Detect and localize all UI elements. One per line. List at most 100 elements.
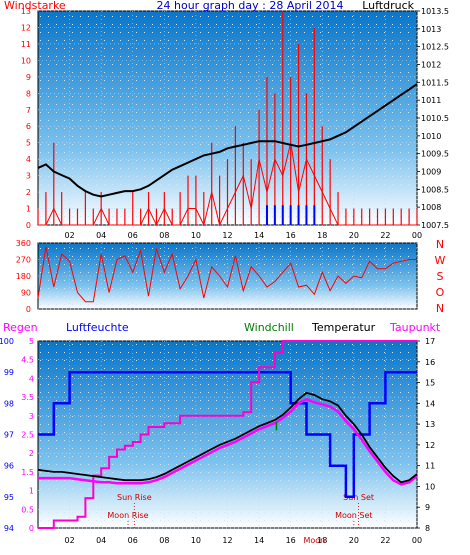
temperature-line [37,391,418,484]
temperature-tick-label: 10 [425,482,435,491]
rain-tick-label: 1 [29,487,34,496]
x-tick-label: 06 [128,536,138,545]
rain-tick-label: 0.5 [21,505,34,514]
pressure-tick-label: 1009 [421,168,441,177]
dewpoint-line [38,397,418,486]
pressure-tick-label: 1009.5 [421,150,449,159]
pressure-tick-label: 1008.5 [421,185,449,194]
pressure-tick-label: 1007.5 [421,221,449,230]
temperature-tick-label: 11 [425,462,435,471]
x-tick-label: 04 [96,231,106,240]
pressure-tick-label: 1012.5 [421,43,449,52]
compass-label: N [436,302,444,315]
direction-tick-label: 90 [21,289,31,298]
x-tick-label: 02 [64,231,74,240]
x-tick-label: 22 [380,536,390,545]
x-tick-label: 12 [222,536,232,545]
wind-line [38,142,417,227]
humidity-tick-label: 95 [4,493,14,502]
wind-tick-label: 2 [26,188,31,197]
annotation-label: Sun Set [343,493,374,502]
wind-tick-label: 4 [26,155,31,164]
humidity-tick-label: 94 [4,524,14,533]
rain-tick-label: 3 [29,412,34,421]
humidity-tick-label: 98 [4,399,14,408]
pressure-tick-label: 1008 [421,203,441,212]
pressure-tick-label: 1013.5 [421,7,449,16]
x-tick-label: 00 [412,231,422,240]
compass-label: W [435,254,446,267]
rain-tick-label: 5 [29,337,34,346]
annotation-label: Moon Rise [107,511,148,520]
x-tick-label: 12 [222,231,232,240]
gust-marker [289,205,292,225]
wind-tick-label: 1 [26,205,31,214]
compass-label: O [436,286,445,299]
x-tick-label: 18 [317,536,327,545]
legend-dewpoint: Taupunkt [389,321,441,334]
compass-label: N [436,238,444,251]
pressure-tick-label: 1010.5 [421,114,449,123]
x-tick-label: 02 [64,536,74,545]
x-tick-label: 14 [254,536,264,545]
temperature-tick-label: 12 [425,441,435,450]
wind-tick-label: 9 [26,73,31,82]
wind-tick-label: 12 [21,23,31,32]
pressure-line [37,83,418,198]
x-tick-label: 08 [159,536,169,545]
temperature-tick-label: 13 [425,420,435,429]
x-tick-label: 18 [317,231,327,240]
x-tick-label: 10 [191,231,201,240]
pressure-axis-title: Luftdruck [362,0,414,12]
gust-marker [297,205,300,225]
x-tick-label: 20 [349,536,359,545]
direction-tick-label: 180 [16,272,31,281]
pressure-tick-label: 1010 [421,132,441,141]
humidity-tick-label: 99 [4,368,14,377]
wind-tick-label: 5 [26,139,31,148]
temperature-tick-label: 14 [425,399,435,408]
x-tick-label: 04 [96,536,106,545]
direction-line [37,246,417,303]
rain-tick-label: 4.5 [21,356,34,365]
x-tick-label: 14 [254,231,264,240]
wind-tick-label: 3 [26,172,31,181]
humidity-tick-label: 97 [4,431,14,440]
rain-tick-label: 0 [29,524,34,533]
compass-label: S [437,270,444,283]
annotation-label: Moon [303,536,325,545]
temperature-tick-label: 16 [425,358,435,367]
gust-marker [281,205,284,225]
legend-windchill: Windchill [244,321,294,334]
rain-tick-label: 3.5 [21,393,34,402]
temperature-tick-label: 15 [425,379,435,388]
x-tick-label: 10 [191,536,201,545]
pressure-tick-label: 1011.5 [421,78,449,87]
wind-tick-label: 0 [26,221,31,230]
pressure-tick-label: 1011 [421,96,441,105]
annotation-label: Sun Rise [117,493,152,502]
direction-tick-label: 360 [16,239,31,248]
direction-tick-label: 0 [26,305,31,314]
chart-title: 24 hour graph day : 28 April 2014 [157,0,344,12]
wind-tick-label: 10 [21,56,31,65]
gust-marker [305,205,308,225]
x-tick-label: 08 [159,231,169,240]
legend-temperature: Temperatur [311,321,376,334]
humidity-tick-label: 96 [4,462,14,471]
wind-tick-label: 13 [21,7,31,16]
legend-rain: Regen [3,321,38,334]
x-tick-label: 06 [128,231,138,240]
wind-tick-label: 8 [26,89,31,98]
rain-tick-label: 2 [29,449,34,458]
gust-marker [273,205,276,225]
pressure-tick-label: 1012 [421,61,441,70]
humidity-tick-label: 100 [0,337,14,346]
x-tick-label: 22 [380,231,390,240]
direction-tick-label: 270 [16,256,31,265]
x-tick-label: 16 [286,231,296,240]
gust-marker [313,205,316,225]
wind-tick-label: 11 [21,40,31,49]
x-tick-label: 00 [412,536,422,545]
